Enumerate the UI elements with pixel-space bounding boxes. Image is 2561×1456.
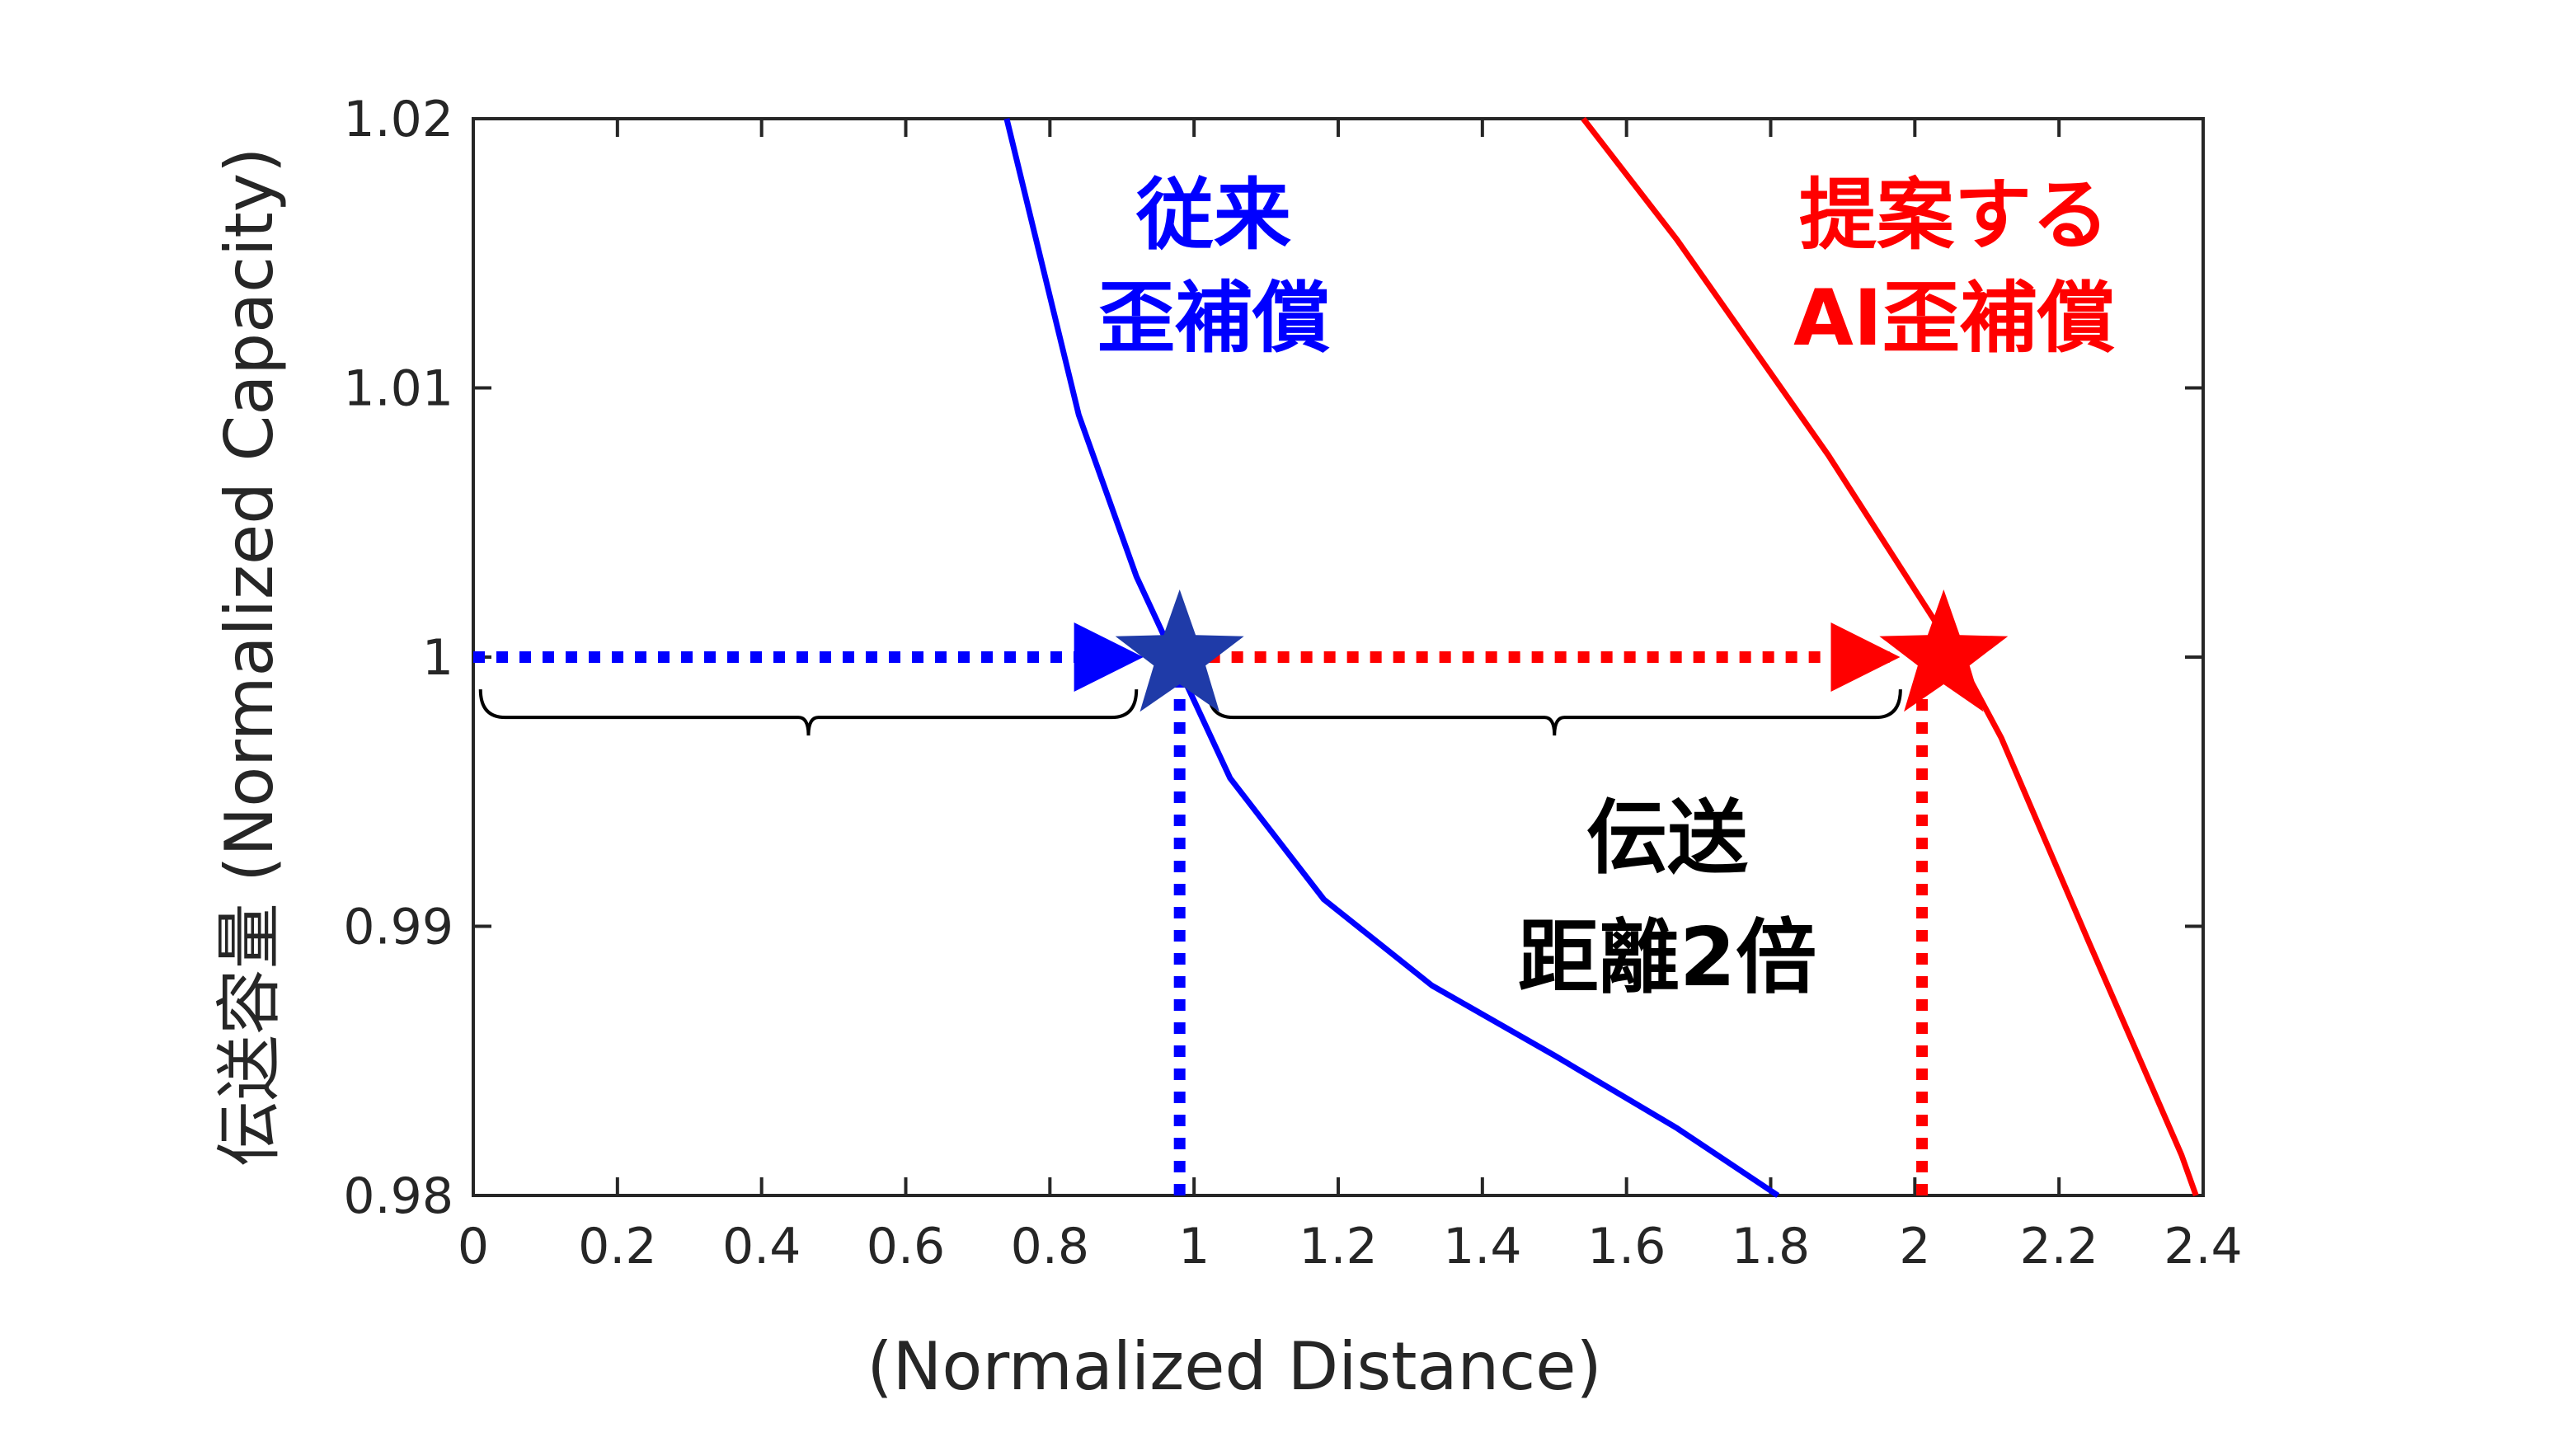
x-tick-label: 1.4 bbox=[1443, 1218, 1521, 1275]
star-marker-1 bbox=[1879, 589, 2009, 712]
markers bbox=[1115, 589, 2009, 712]
y-tick-label: 0.99 bbox=[343, 899, 453, 956]
annotation-distance-line1: 伝送 bbox=[1586, 791, 1748, 885]
x-tick-label: 0.4 bbox=[722, 1218, 801, 1275]
series-lines bbox=[1003, 116, 2199, 1198]
x-tick-label: 0 bbox=[458, 1218, 489, 1275]
x-axis-label: (Normalized Distance) bbox=[867, 1328, 1601, 1405]
annotation-proposed-line1: 提案する bbox=[1799, 171, 2109, 261]
x-tick-label: 2.4 bbox=[2164, 1218, 2242, 1275]
series-line-0 bbox=[1003, 118, 1780, 1198]
y-tick-label: 1.01 bbox=[343, 360, 453, 418]
annotation-distance-line2: 距離2倍 bbox=[1518, 911, 1816, 1005]
x-axis-ticks: 0 0.2 0.4 0.6 0.8 1 1.2 1.4 1.6 1.8 2 2.2 2.4 bbox=[458, 119, 2243, 1275]
y-axis-label: 伝送容量 (Normalized Capacity) bbox=[211, 148, 288, 1167]
y-tick-label: 1 bbox=[422, 629, 453, 687]
x-tick-label: 2 bbox=[1899, 1218, 1930, 1275]
x-tick-label: 0.2 bbox=[578, 1218, 656, 1275]
y-tick-label: 0.98 bbox=[343, 1167, 453, 1225]
guide-lines bbox=[1173, 657, 1929, 1195]
brace-0 bbox=[478, 689, 1139, 736]
x-tick-label: 1.2 bbox=[1299, 1218, 1377, 1275]
braces bbox=[478, 689, 1902, 736]
annotation-conventional-line1: 従来 bbox=[1135, 171, 1291, 261]
x-tick-label: 1.8 bbox=[1732, 1218, 1810, 1275]
annotation-conventional-line2: 歪補償 bbox=[1097, 274, 1330, 364]
star-marker-0 bbox=[1115, 589, 1244, 712]
brace-1 bbox=[1206, 689, 1902, 736]
x-tick-label: 1 bbox=[1178, 1218, 1210, 1275]
y-tick-label: 1.02 bbox=[343, 91, 453, 148]
x-tick-label: 1.6 bbox=[1587, 1218, 1666, 1275]
x-tick-label: 2.2 bbox=[2019, 1218, 2098, 1275]
y-axis-ticks: 0.98 0.99 1 1.01 1.02 bbox=[343, 91, 2203, 1225]
annotation-proposed-line2: AI歪補償 bbox=[1793, 274, 2115, 364]
series-line-1 bbox=[1581, 116, 2199, 1197]
x-tick-label: 0.6 bbox=[867, 1218, 945, 1275]
x-tick-label: 0.8 bbox=[1011, 1218, 1089, 1275]
